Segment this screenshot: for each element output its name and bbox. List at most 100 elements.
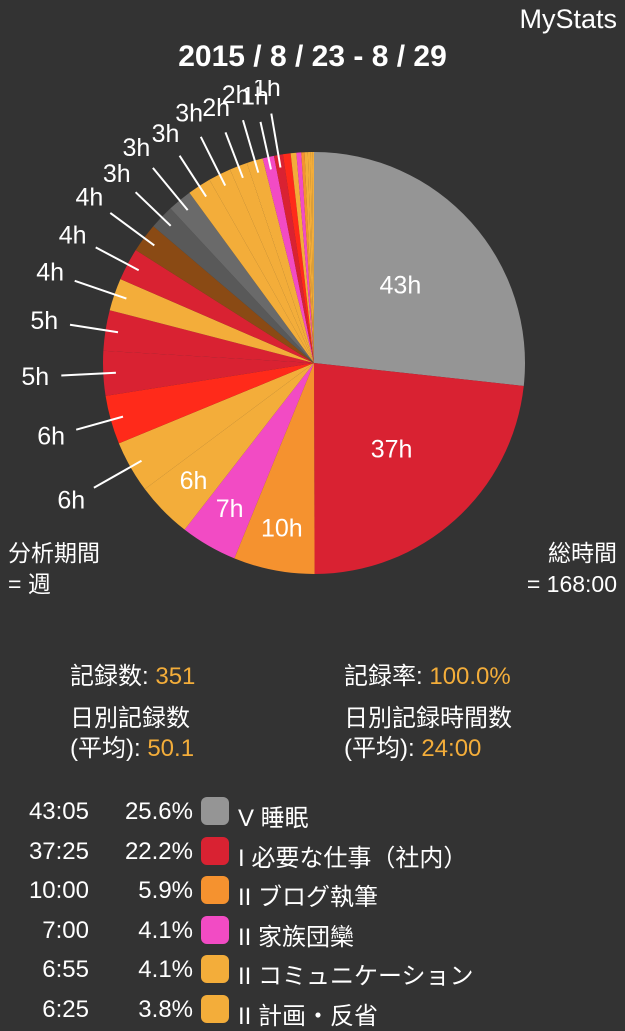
label-leader-line — [224, 132, 244, 179]
label-leader-line — [61, 371, 116, 377]
legend-time: 7:00 — [42, 916, 89, 944]
legend-time: 43:05 — [28, 798, 89, 825]
pie-slice[interactable] — [118, 363, 314, 490]
legend-category: II コミュニケーション — [238, 963, 474, 990]
legend-time: 6:25 — [42, 995, 89, 1023]
slice-label: 3h — [152, 120, 180, 148]
legend-row[interactable]: 7:00 4.1% II 家族団欒 — [0, 911, 625, 951]
slice-label: 4h — [36, 258, 64, 286]
slice-label: 7h — [216, 495, 244, 523]
color-swatch — [201, 876, 229, 904]
legend-category: II 家族団欒 — [238, 923, 355, 951]
period-title[interactable]: 2015 / 8 / 23 - 8 / 29 — [178, 40, 447, 73]
pie-slice[interactable] — [301, 152, 314, 363]
label-leader-line — [270, 113, 282, 168]
pie-slice[interactable] — [290, 152, 314, 363]
daily-record-count: 日別記録数 (平均): 50.1 — [70, 704, 194, 764]
legend-row[interactable]: 6:55 4.1% II コミュニケーション — [0, 950, 625, 990]
slice-label: 37h — [371, 435, 413, 463]
legend-category: II 計画・反省 — [238, 1002, 379, 1030]
legend-time: 37:25 — [28, 837, 89, 865]
legend-row[interactable]: 37:25 22.2% I 必要な仕事（社内） — [0, 832, 625, 872]
label-leader-line — [95, 246, 140, 272]
record-rate-label: 記録率: — [344, 663, 423, 690]
pie-slice[interactable] — [296, 152, 314, 363]
legend-row[interactable]: 6:25 3.8% II 計画・反省 — [0, 990, 625, 1030]
legend-percent: 25.6% — [124, 798, 193, 825]
slice-label: 6h — [180, 467, 208, 495]
pie-slice[interactable] — [102, 350, 314, 396]
pie-slice[interactable] — [144, 363, 314, 530]
pie-slice[interactable] — [282, 153, 314, 363]
pie-slice[interactable] — [103, 310, 314, 363]
label-leader-line — [74, 279, 127, 300]
color-swatch — [201, 955, 229, 983]
analysis-period-label: 分析期間 — [8, 540, 100, 566]
label-leader-line — [259, 121, 272, 170]
total-time-value: = 168:00 — [526, 571, 617, 597]
legend-percent: 5.9% — [138, 877, 193, 904]
legend-row[interactable]: 43:05 25.6% V 睡眠 — [0, 792, 625, 832]
legend-category: V 睡眠 — [238, 805, 309, 832]
label-leader-line — [69, 323, 119, 334]
label-leader-line — [178, 155, 207, 198]
slice-label: 3h — [122, 134, 150, 162]
pie-slice[interactable] — [170, 192, 314, 363]
record-count-label: 記録数: — [70, 663, 149, 690]
slice-label: 3h — [175, 100, 203, 128]
daily-record-time: 日別記録時間数 (平均): 24:00 — [344, 704, 512, 764]
daily-record-count-avg-label: (平均): — [70, 735, 141, 762]
label-leader-line — [242, 119, 260, 173]
legend-percent: 3.8% — [138, 995, 193, 1023]
slice-label: 2h — [222, 81, 250, 109]
pie-slice[interactable] — [304, 152, 314, 363]
pie-slice[interactable] — [312, 152, 314, 363]
legend-percent: 4.1% — [138, 916, 193, 944]
daily-record-count-value: 50.1 — [147, 735, 195, 762]
category-legend: 43:05 25.6% V 睡眠 37:25 22.2% I 必要な仕事（社内）… — [0, 792, 625, 1030]
legend-percent: 22.2% — [124, 837, 193, 865]
color-swatch — [201, 994, 229, 1023]
legend-time: 10:00 — [28, 877, 89, 904]
slice-label: 1h — [253, 80, 281, 102]
label-leader-line — [199, 136, 227, 187]
pie-slice[interactable] — [189, 179, 314, 363]
pie-slice[interactable] — [105, 363, 314, 444]
pie-slice[interactable] — [307, 152, 314, 363]
pie-slice[interactable] — [262, 155, 314, 363]
legend-time: 6:55 — [42, 956, 89, 983]
record-count: 記録数: 351 — [70, 662, 195, 692]
slice-label: 6h — [57, 487, 85, 515]
legend-category: I 必要な仕事（社内） — [238, 844, 468, 872]
pie-slice[interactable] — [310, 152, 314, 363]
pie-slice[interactable] — [246, 158, 314, 363]
pie-slice[interactable] — [314, 152, 526, 386]
slice-label: 4h — [75, 184, 103, 212]
label-leader-line — [75, 415, 124, 431]
total-time: 総時間 = 168:00 — [527, 538, 617, 600]
record-count-value: 351 — [155, 663, 196, 690]
color-swatch — [201, 915, 229, 944]
label-leader-line — [93, 459, 142, 489]
pie-slice[interactable] — [184, 363, 314, 559]
pie-slice[interactable] — [273, 154, 314, 363]
analysis-period-value: = 週 — [8, 571, 51, 597]
daily-record-time-value: 24:00 — [421, 735, 482, 762]
label-leader-line — [134, 191, 172, 227]
pie-slice[interactable] — [135, 226, 314, 363]
pie-slice[interactable] — [230, 162, 314, 363]
daily-record-count-label: 日別記録数 — [70, 705, 190, 732]
analysis-period[interactable]: 分析期間 = 週 — [8, 538, 100, 600]
record-rate: 記録率: 100.0% — [344, 662, 511, 692]
pie-slice[interactable] — [120, 250, 314, 363]
pie-slice[interactable] — [153, 208, 314, 363]
pie-slice[interactable] — [209, 169, 314, 363]
pie-slice[interactable] — [314, 363, 524, 574]
legend-category: II ブログ執筆 — [238, 884, 379, 911]
legend-row[interactable]: 10:00 5.9% II ブログ執筆 — [0, 871, 625, 911]
pie-slice[interactable] — [109, 279, 315, 363]
color-swatch — [201, 836, 229, 865]
pie-slice[interactable] — [234, 363, 315, 575]
color-swatch — [201, 797, 229, 825]
